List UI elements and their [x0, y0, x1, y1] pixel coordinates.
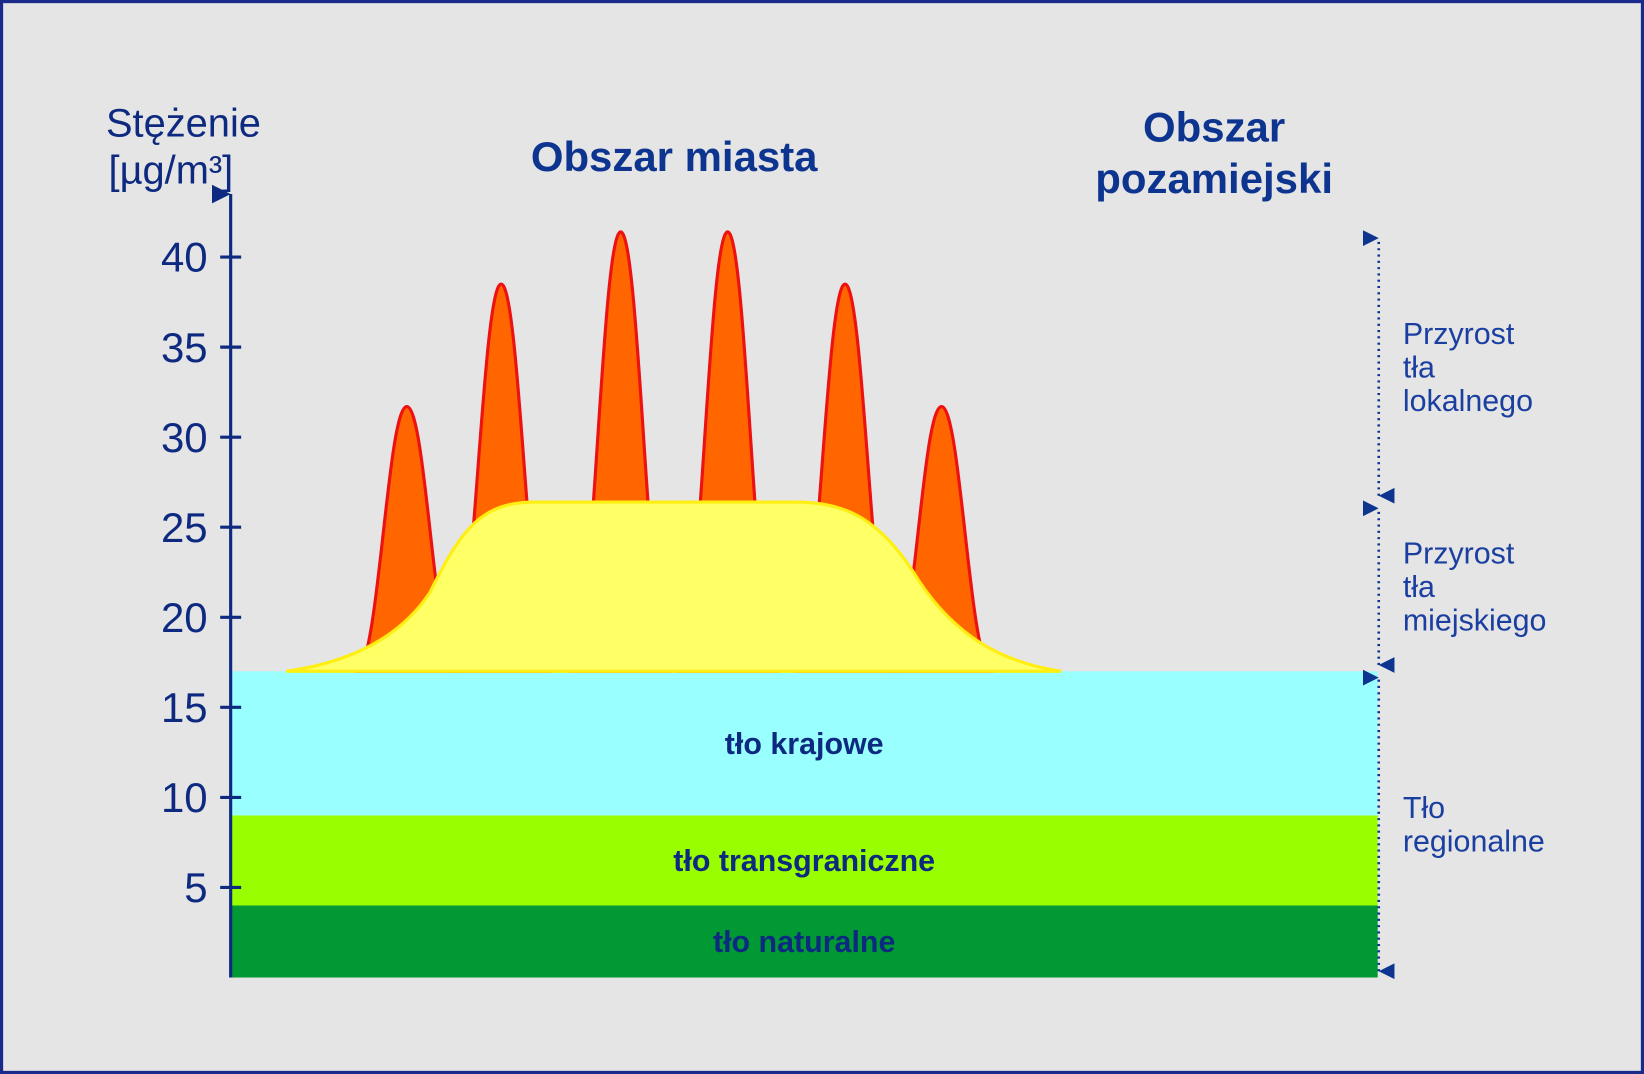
urban-plateau	[286, 500, 1062, 673]
y-tick-label: 5	[184, 864, 207, 911]
annotation: tła	[1403, 570, 1435, 604]
background-layer	[230, 671, 1378, 816]
y-tick-label: 15	[161, 684, 208, 731]
layer-label: tło transgraniczne	[673, 844, 935, 878]
y-tick-label: 20	[161, 594, 208, 641]
annotation: Przyrost	[1403, 537, 1515, 571]
region-label: Obszar miasta	[531, 133, 818, 180]
annotation: Przyrost	[1403, 317, 1515, 351]
y-tick-label: 30	[161, 414, 208, 461]
y-tick-label: 35	[161, 324, 208, 371]
y-tick-label: 10	[161, 774, 208, 821]
layer-label: tło naturalne	[713, 925, 895, 959]
background-layer	[230, 815, 1378, 906]
region-label: pozamiejski	[1095, 155, 1333, 202]
background-layer	[230, 905, 1378, 978]
y-tick-label: 40	[161, 234, 208, 281]
layer-label: tło krajowe	[725, 727, 884, 761]
annotation: regionalne	[1403, 825, 1545, 859]
annotation: miejskiego	[1403, 604, 1547, 638]
annotation: tła	[1403, 350, 1435, 384]
annotation: lokalnego	[1403, 384, 1533, 418]
y-axis-label: Stężenie	[106, 101, 261, 145]
y-axis-label: [µg/m³]	[109, 149, 234, 193]
y-tick-label: 25	[161, 504, 208, 551]
region-label: Obszar	[1143, 104, 1285, 151]
annotation: Tło	[1403, 791, 1445, 825]
